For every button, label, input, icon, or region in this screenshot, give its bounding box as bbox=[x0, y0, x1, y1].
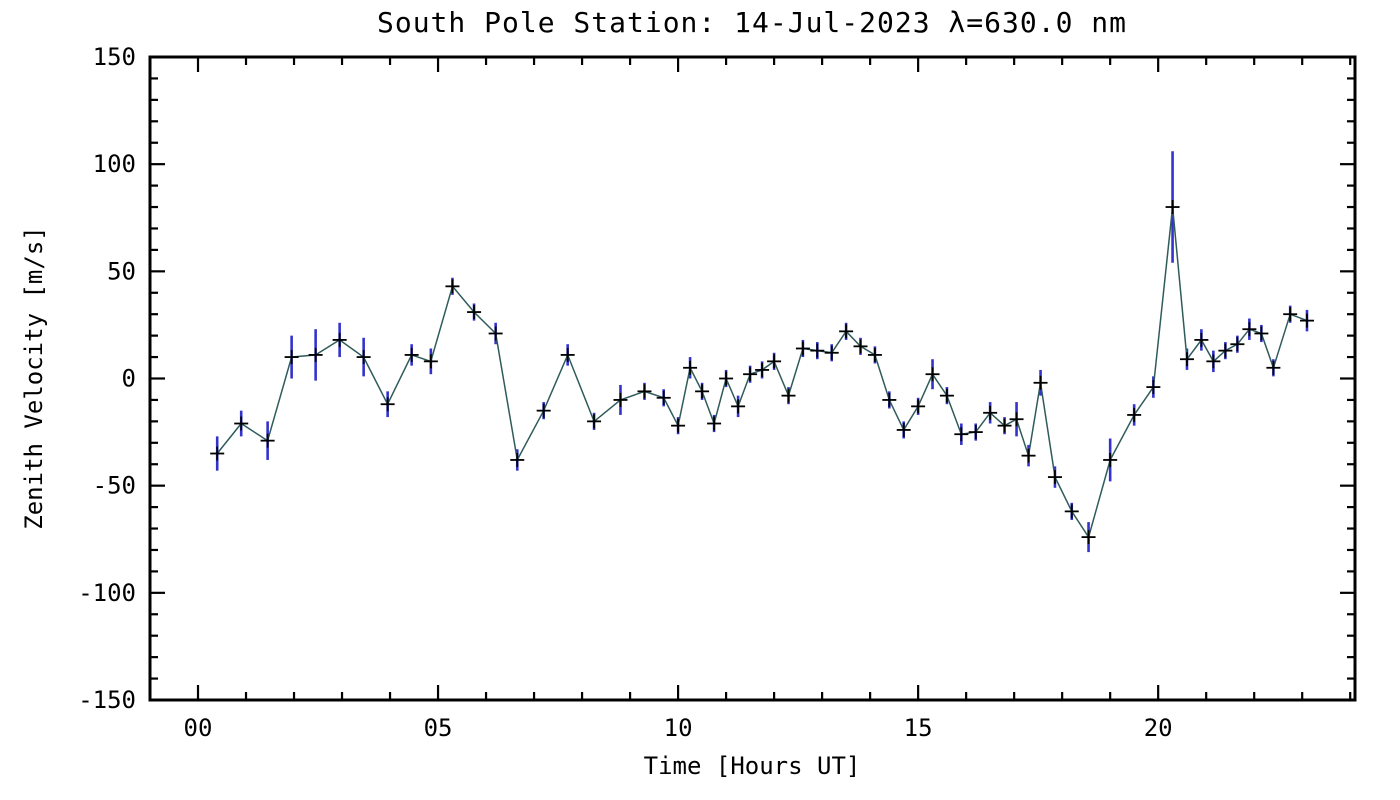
y-tick-label: 0 bbox=[122, 365, 136, 393]
chart-title: South Pole Station: 14-Jul-2023 λ=630.0 … bbox=[377, 6, 1127, 39]
plot-area: 00 05 10 15 20 -150 -100 -50 0 50 100 150 bbox=[78, 43, 1357, 742]
x-tick-label: 20 bbox=[1144, 714, 1173, 742]
y-tick-label: -100 bbox=[78, 579, 136, 607]
y-tick-label: 50 bbox=[107, 257, 136, 285]
y-tick-label: -150 bbox=[78, 686, 136, 714]
x-tick-label: 15 bbox=[904, 714, 933, 742]
y-axis-label: Zenith Velocity [m/s] bbox=[20, 226, 48, 529]
plot-frame bbox=[148, 55, 1357, 702]
y-tick-label: 100 bbox=[93, 150, 136, 178]
x-tick-label: 00 bbox=[184, 714, 213, 742]
y-tick-label: 150 bbox=[93, 43, 136, 71]
x-axis-label: Time [Hours UT] bbox=[644, 752, 861, 780]
x-tick-label: 10 bbox=[664, 714, 693, 742]
x-tick-label: 05 bbox=[424, 714, 453, 742]
y-tick-label: -50 bbox=[93, 472, 136, 500]
